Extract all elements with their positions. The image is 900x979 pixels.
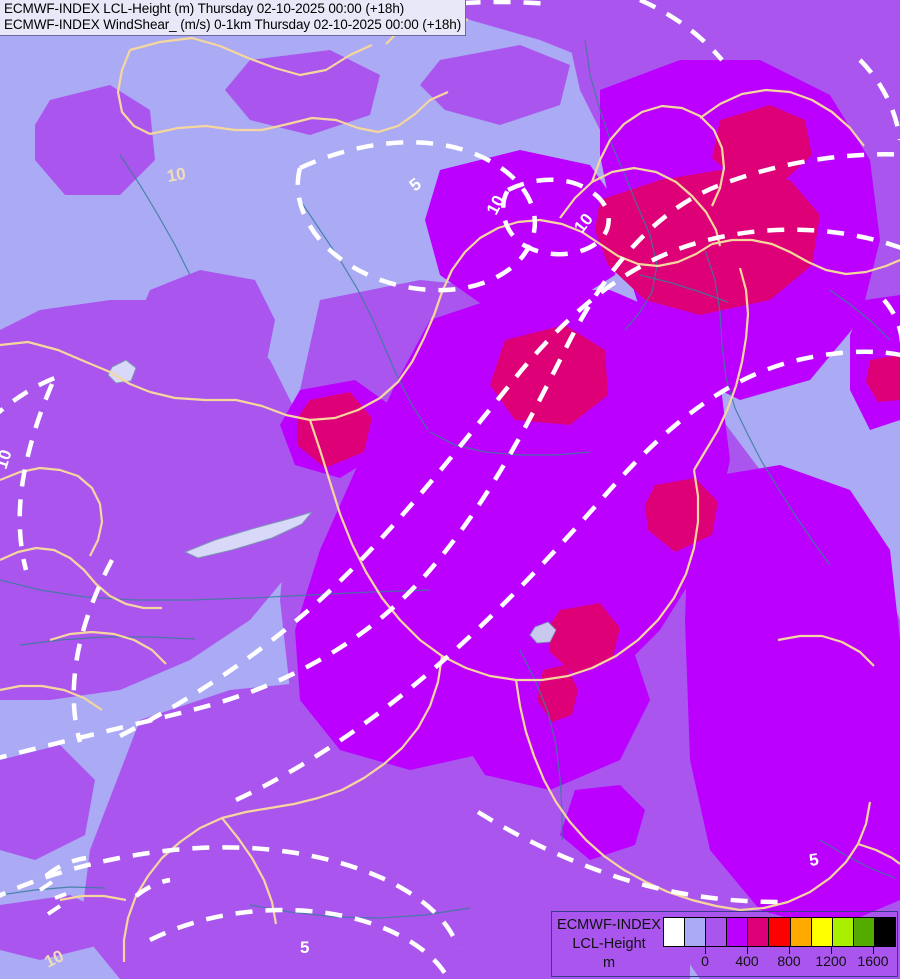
legend-swatch-2	[706, 918, 728, 946]
legend-tick-400	[747, 947, 748, 954]
legend-units: m	[602, 954, 616, 971]
contour-label-10-nw: 10	[165, 164, 187, 186]
title-line-windshear: ECMWF-INDEX WindShear_ (m/s) 0-1km Thurs…	[4, 16, 462, 32]
contour-label-5-se: 5	[808, 850, 820, 870]
legend-title-block: ECMWF-INDEX LCL-Height m	[556, 916, 662, 973]
legend-swatch-1	[685, 918, 707, 946]
lake-shapes	[107, 359, 557, 644]
legend-tick-label-400: 400	[735, 953, 759, 969]
shade-band-crimson	[297, 105, 900, 722]
legend-swatch-0	[664, 918, 686, 946]
legend-swatch-9	[853, 918, 875, 946]
legend-swatch-10	[874, 918, 896, 946]
map-title-box: ECMWF-INDEX LCL-Height (m) Thursday 02-1…	[0, 0, 467, 36]
legend-scale: 0400800120016002000	[663, 917, 900, 970]
legend-tick-800	[789, 947, 790, 954]
legend-swatch-strip	[663, 917, 896, 947]
river-lines	[0, 39, 896, 919]
legend-tick-label-0: 0	[701, 953, 709, 969]
legend-swatch-7	[811, 918, 833, 946]
legend-tick-labels: 0400800120016002000	[663, 953, 900, 970]
legend-tick-label-1600: 1600	[857, 953, 889, 969]
contour-fragments	[38, 880, 67, 916]
title-line-lcl: ECMWF-INDEX LCL-Height (m) Thursday 02-1…	[4, 1, 405, 16]
legend-title-product: ECMWF-INDEX	[557, 917, 661, 933]
legend-tick-1600	[873, 947, 874, 954]
legend-swatch-5	[769, 918, 791, 946]
legend-swatch-3	[727, 918, 749, 946]
legend-swatch-6	[790, 918, 812, 946]
legend-colorbar: ECMWF-INDEX LCL-Height m 0 400 800 1200 1600…	[551, 911, 900, 977]
legend-tick-1200	[831, 947, 832, 954]
legend-tick-label-800: 800	[777, 953, 801, 969]
legend-title-field: LCL-Height	[572, 935, 646, 952]
legend-tick-label-1200: 1200	[815, 953, 847, 969]
border-lines	[0, 12, 900, 962]
legend-tick-0	[705, 947, 706, 954]
contour-label-5-bottom: 5	[300, 938, 309, 957]
legend-swatch-4	[748, 918, 770, 946]
legend-tick-marks	[663, 947, 896, 954]
legend-swatch-8	[832, 918, 854, 946]
contour-label-10-left: 10	[0, 447, 16, 471]
